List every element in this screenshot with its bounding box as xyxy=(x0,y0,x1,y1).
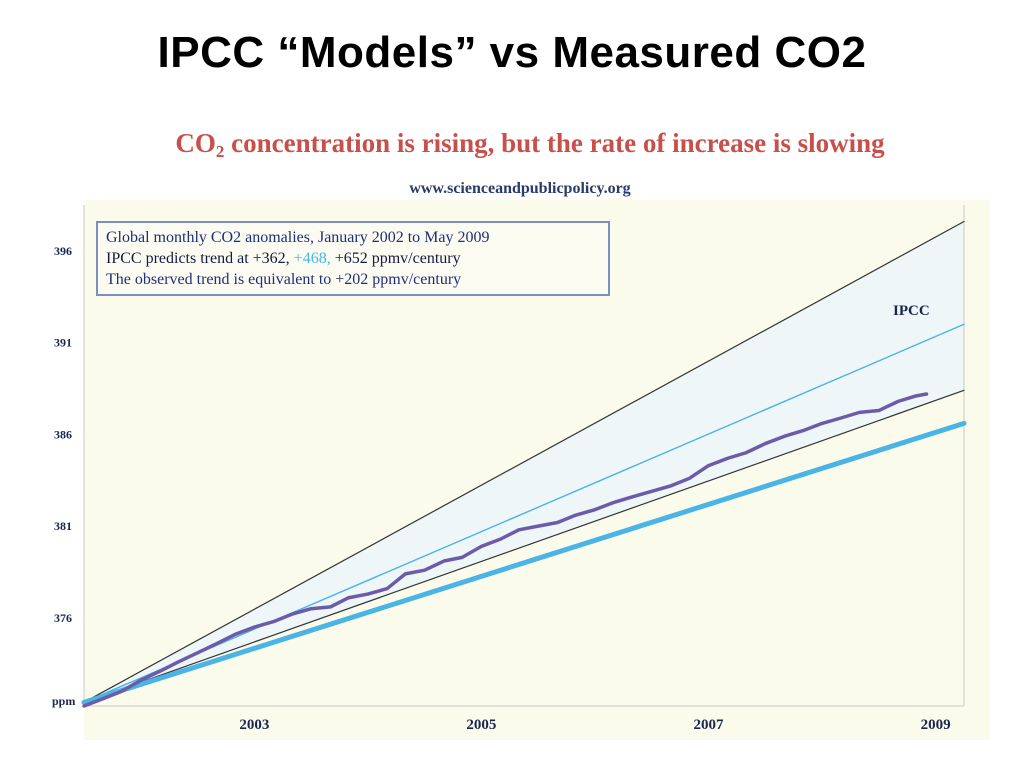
chart-source-url: www.scienceandpublicpolicy.org xyxy=(409,180,631,197)
chart-title: CO2 concentration is rising, but the rat… xyxy=(0,128,1024,162)
x-tick-label: 2005 xyxy=(466,717,496,733)
x-tick-label: 2007 xyxy=(694,717,725,733)
chart-title-rest: concentration is rising, but the rate of… xyxy=(224,128,885,158)
legend-line-3: The observed trend is equivalent to +202… xyxy=(106,271,462,288)
ipcc-upper-line xyxy=(83,220,965,703)
chart-title-co: CO xyxy=(175,128,216,158)
chart-title-subscript: 2 xyxy=(215,142,225,161)
slide-title: IPCC “Models” vs Measured CO2 xyxy=(157,28,867,77)
y-tick-label: 396 xyxy=(54,244,72,258)
legend-box: Global monthly CO2 anomalies, January 20… xyxy=(96,221,610,296)
y-unit-label: ppm xyxy=(52,694,75,708)
x-tick-label: 2003 xyxy=(239,717,269,733)
legend-line-2-b: +468, xyxy=(293,250,331,267)
y-tick-label: 386 xyxy=(54,427,72,441)
ipcc-central-line xyxy=(83,323,965,704)
series-layer xyxy=(81,220,967,708)
x-tick-label: 2009 xyxy=(921,717,951,733)
y-tick-label: 391 xyxy=(54,336,72,350)
ipcc-series-label: IPCC xyxy=(893,303,930,319)
observed-trend-line xyxy=(81,420,967,705)
y-tick-label: 376 xyxy=(54,611,72,625)
measured-co2-line xyxy=(82,392,929,708)
legend-line-2: IPCC predicts trend at +362, +468, +652 … xyxy=(106,248,600,269)
legend-line-2-a: IPCC predicts trend at +362, xyxy=(106,250,294,267)
x-tick-labels: 2003 2005 2007 2009 xyxy=(239,717,950,733)
y-tick-label: 381 xyxy=(54,519,72,533)
ipcc-lower-line xyxy=(83,389,965,703)
y-tick-labels: 396 391 386 381 376 xyxy=(54,244,72,625)
legend-line-1: Global monthly CO2 anomalies, January 20… xyxy=(106,229,490,246)
legend-line-2-c: +652 ppmv/century xyxy=(330,250,461,267)
